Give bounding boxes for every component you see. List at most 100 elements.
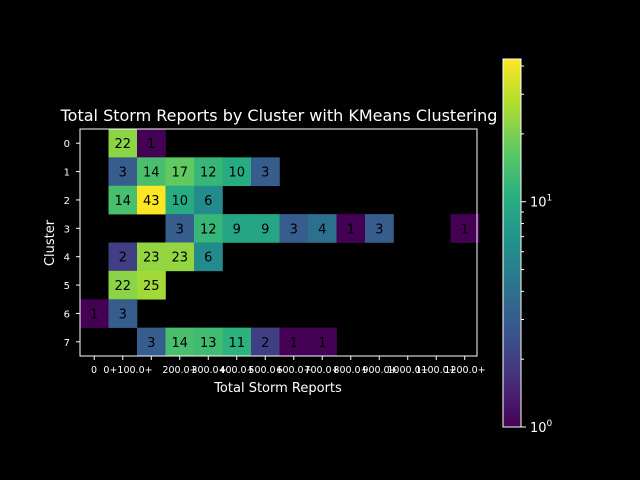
heatmap-cell: [165, 157, 195, 187]
chart-title: Total Storm Reports by Cluster with KMea…: [60, 106, 498, 125]
cell-value-label: 3: [119, 307, 127, 322]
cell-value-label: 3: [261, 166, 269, 181]
cell-value-label: 23: [171, 251, 188, 266]
x-tick-label: 900.0+: [362, 365, 397, 376]
heatmap-cell: [279, 327, 309, 357]
heatmap-cell: [194, 242, 223, 272]
colorbar-frame: [502, 58, 522, 428]
cell-value-label: 14: [114, 194, 131, 209]
y-tick-label: 2: [64, 196, 70, 207]
cell-value-label: 13: [200, 336, 217, 351]
heatmap-cell: [365, 214, 394, 243]
y-axis-ticks: 0 1 2 3 4 5 6 7: [64, 139, 80, 349]
heatmap-cell: [279, 214, 309, 243]
y-tick-label: 5: [64, 281, 70, 292]
cell-value-label: 2: [119, 251, 127, 266]
heatmap-cell: [450, 214, 480, 243]
plot-frame: [79, 128, 478, 357]
cell-value-label: 14: [143, 166, 160, 181]
cell-value-label: 10: [228, 166, 245, 181]
heatmap-cell: [194, 327, 223, 357]
heatmap-cell: [108, 270, 138, 300]
cell-value-label: 4: [318, 222, 326, 237]
x-tick-label: 0: [91, 365, 97, 376]
y-tick-label: 7: [64, 338, 70, 349]
cell-value-label: 9: [261, 222, 269, 237]
x-tick-label: 1100.0+: [415, 365, 456, 376]
heatmap-cell: [336, 214, 366, 243]
cell-value-label: 3: [290, 222, 298, 237]
heatmap-cell: [137, 327, 166, 357]
heatmap-cell: [137, 129, 166, 158]
x-tick-label: 300.0+: [191, 365, 226, 376]
heatmap-cell: [108, 185, 138, 215]
cell-value-label: 2: [261, 336, 269, 351]
heatmap-cell: [108, 299, 138, 328]
heatmap-cell: [80, 299, 109, 328]
colorbar: 100 101: [502, 58, 553, 436]
cell-value-label: 3: [147, 336, 155, 351]
cell-value-label: 6: [204, 251, 212, 266]
cell-value-label: 3: [375, 222, 383, 237]
cell-value-label: 17: [171, 166, 188, 181]
heatmap-cell: [137, 157, 166, 187]
x-tick-label: 200.0+: [162, 365, 197, 376]
cell-value-label: 14: [171, 336, 188, 351]
colorbar-tick-label: 101: [530, 194, 552, 211]
cell-value-label: 1: [90, 307, 98, 322]
y-tick-label: 0: [64, 139, 70, 150]
heatmap-cell: [222, 327, 252, 357]
heatmap-cell: [108, 157, 138, 187]
cell-value-label: 3: [119, 166, 127, 181]
x-axis-ticks: 0 0+100.0+ 200.0+300.0+400.0+500.0+600.0+7…: [91, 356, 486, 376]
cell-value-label: 9: [233, 222, 241, 237]
cell-value-label: 1: [461, 222, 469, 237]
heatmap-cell-labels: 22 13 14 17 12 10 314 43 10 63 12 9 9 3 4 1 3 12 23 23 622 25…: [90, 137, 469, 351]
cell-value-label: 12: [200, 222, 217, 237]
heatmap-cell: [165, 185, 195, 215]
heatmap-cell: [251, 157, 280, 187]
heatmap-cell: [165, 327, 195, 357]
cell-value-label: 11: [228, 336, 245, 351]
heatmap-cell: [251, 327, 280, 357]
cell-value-label: 3: [176, 222, 184, 237]
cell-value-label: 25: [143, 279, 160, 294]
cell-value-label: 23: [143, 251, 160, 266]
heatmap-cell: [137, 242, 166, 272]
heatmap-cell: [137, 270, 166, 300]
x-tick-label: 0+100.0+: [103, 365, 152, 376]
x-tick-label: 700.0+: [304, 365, 339, 376]
heatmap-cell: [108, 242, 138, 272]
y-tick-label: 6: [64, 309, 70, 320]
heatmap-cell: [222, 157, 252, 187]
y-tick-label: 4: [64, 253, 70, 264]
x-tick-label: 500.0+: [248, 365, 283, 376]
cell-value-label: 1: [347, 222, 355, 237]
heatmap-cell: [222, 214, 252, 243]
y-tick-label: 3: [64, 224, 70, 235]
heatmap-cells: [80, 129, 480, 357]
cell-value-label: 1: [318, 336, 326, 351]
cell-value-label: 10: [171, 194, 188, 209]
heatmap-cell: [194, 185, 223, 215]
cell-value-label: 43: [143, 194, 160, 209]
y-tick-label: 1: [64, 168, 70, 179]
x-tick-label: 1000.0+: [387, 365, 428, 376]
colorbar-ticks: 100 101: [521, 65, 553, 436]
y-axis-label: Cluster: [43, 219, 58, 266]
heatmap-cell: [308, 327, 337, 357]
colorbar-gradient: [503, 59, 521, 427]
heatmap-cell: [165, 214, 195, 243]
heatmap-cell: [194, 214, 223, 243]
x-tick-label: 400.0+: [219, 365, 254, 376]
x-tick-label: 1200.0+: [444, 365, 485, 376]
x-tick-label: 800.0+: [333, 365, 368, 376]
cell-value-label: 12: [200, 166, 217, 181]
heatmap-cell: [137, 185, 166, 215]
heatmap-cell: [251, 214, 280, 243]
x-tick-label: 600.0+: [276, 365, 311, 376]
heatmap-cell: [308, 214, 337, 243]
cell-value-label: 22: [114, 137, 131, 152]
x-axis-label: Total Storm Reports: [213, 381, 342, 396]
